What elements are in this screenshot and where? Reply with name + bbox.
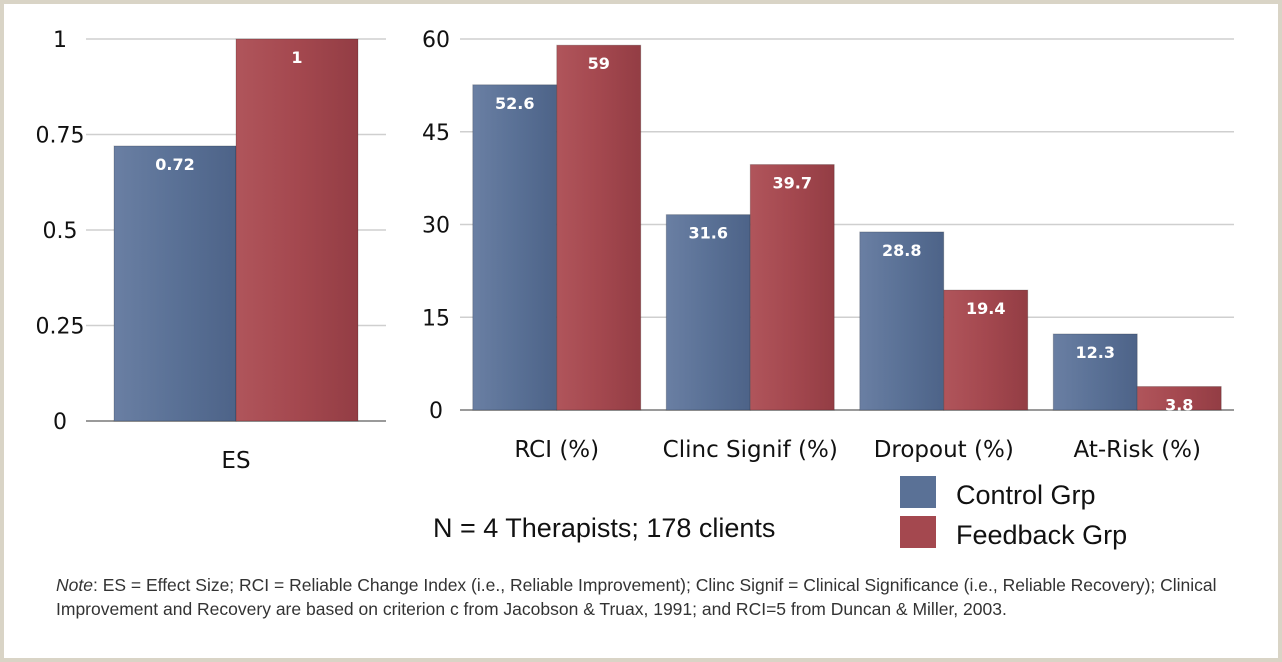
y-tick-label-0-1: 0.25 xyxy=(36,315,85,340)
legend: Control Grp Feedback Grp xyxy=(900,476,1127,550)
category-label-0-0: ES xyxy=(221,448,250,474)
data-label-feedback-1-0: 59 xyxy=(588,54,610,73)
data-label-feedback-1-3: 3.8 xyxy=(1165,396,1193,415)
category-label-1-3: At-Risk (%) xyxy=(1074,437,1201,463)
data-label-control-1-1: 31.6 xyxy=(689,224,728,243)
data-label-control-1-2: 28.8 xyxy=(882,241,921,260)
y-tick-label-1-3: 45 xyxy=(422,121,450,146)
y-tick-label-1-2: 30 xyxy=(422,214,450,239)
bar-control-1-0 xyxy=(472,84,558,411)
data-label-control-0-0: 0.72 xyxy=(155,155,194,174)
legend-swatch-feedback xyxy=(900,516,936,548)
data-label-control-1-3: 12.3 xyxy=(1076,343,1115,362)
y-tick-label-0-0: 0 xyxy=(53,410,67,435)
footnote: Note: ES = Effect Size; RCI = Reliable C… xyxy=(56,573,1276,621)
y-tick-label-0-4: 1 xyxy=(53,28,67,53)
note-text: : ES = Effect Size; RCI = Reliable Chang… xyxy=(56,575,1217,619)
category-label-1-2: Dropout (%) xyxy=(874,437,1014,463)
sample-size-text: N = 4 Therapists; 178 clients xyxy=(433,513,775,543)
data-label-control-1-0: 52.6 xyxy=(495,94,534,113)
legend-label-feedback: Feedback Grp xyxy=(956,520,1127,550)
bar-control-0-0 xyxy=(113,145,237,422)
y-tick-label-1-1: 15 xyxy=(422,306,450,331)
labels: 0 0.25 0.5 0.75 1 0.72 1 ES 0 15 30 45 60 52.6 59 RCI (… xyxy=(36,28,1201,474)
bar-control-1-1 xyxy=(665,214,751,411)
bar-feedback-0-0 xyxy=(235,38,359,422)
y-tick-label-0-2: 0.5 xyxy=(43,219,78,244)
bar-control-1-3 xyxy=(1052,333,1138,411)
chart-frame: 0 0.25 0.5 0.75 1 0.72 1 ES 0 15 30 45 60 52.6 59 RCI (… xyxy=(4,4,1278,658)
bar-feedback-1-3 xyxy=(1136,386,1222,411)
data-label-feedback-1-1: 39.7 xyxy=(773,174,812,193)
y-tick-label-1-0: 0 xyxy=(429,399,443,424)
data-label-feedback-0-0: 1 xyxy=(291,48,302,67)
category-label-1-1: Clinc Signif (%) xyxy=(663,437,838,463)
legend-swatch-control xyxy=(900,476,936,508)
note-prefix: Note xyxy=(56,575,93,595)
y-tick-label-1-4: 60 xyxy=(422,28,450,53)
bar-feedback-1-2 xyxy=(943,289,1029,411)
bar-feedback-1-1 xyxy=(749,164,835,411)
chart-canvas: 0 0.25 0.5 0.75 1 0.72 1 ES 0 15 30 45 60 52.6 59 RCI (… xyxy=(36,28,1234,550)
category-label-1-0: RCI (%) xyxy=(514,437,599,463)
bars xyxy=(113,38,1222,422)
y-tick-label-0-3: 0.75 xyxy=(36,124,85,149)
legend-label-control: Control Grp xyxy=(956,480,1096,510)
data-label-feedback-1-2: 19.4 xyxy=(966,299,1005,318)
bar-feedback-1-0 xyxy=(556,44,642,411)
